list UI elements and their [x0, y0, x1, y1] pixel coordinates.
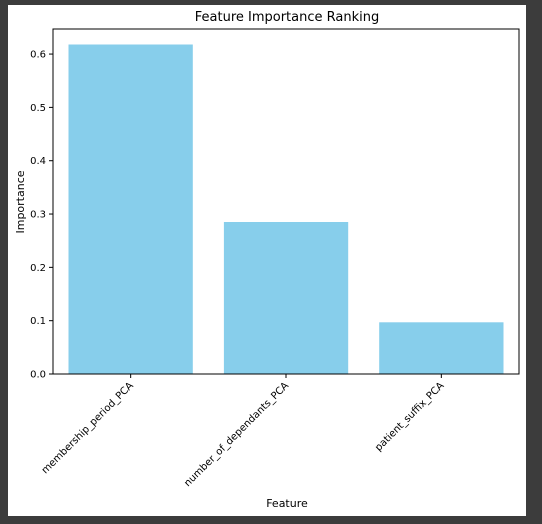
x-tick-label: membership_period_PCA	[40, 380, 136, 476]
y-axis-ticks: 0.0 0.1 0.2 0.3 0.4 0.5 0.6	[30, 50, 53, 381]
y-axis-label: Importance	[14, 170, 27, 233]
chart-figure: Feature Importance Ranking 0.0 0.1 0.2 0.3 0…	[8, 5, 526, 516]
y-tick-label: 0.5	[30, 103, 46, 114]
y-tick-label: 0.2	[30, 263, 46, 274]
x-axis-label: Feature	[266, 497, 308, 510]
x-tick-label: number_of_dependants_PCA	[182, 380, 291, 489]
bar-membership_period_PCA	[68, 44, 193, 374]
bar-patient_suffix_PCA	[379, 322, 504, 374]
bar-chart: Feature Importance Ranking 0.00.10.20.30…	[14, 10, 520, 510]
bar-number_of_dependants_PCA	[223, 222, 349, 374]
plot-area-frame	[52, 28, 520, 375]
x-tick-label: patient_suffix_PCA	[373, 380, 446, 453]
chart-title: Feature Importance Ranking	[195, 10, 379, 25]
y-tick-label: 0.6	[30, 50, 46, 61]
x-axis-ticks: membership_period_PCA number_of_dependant…	[40, 374, 447, 489]
y-tick-label: 0.0	[30, 370, 46, 381]
bars-group	[68, 44, 504, 374]
y-tick-label: 0.3	[30, 210, 46, 221]
y-tick-label: 0.4	[30, 156, 46, 167]
y-tick-label: 0.1	[30, 316, 46, 327]
